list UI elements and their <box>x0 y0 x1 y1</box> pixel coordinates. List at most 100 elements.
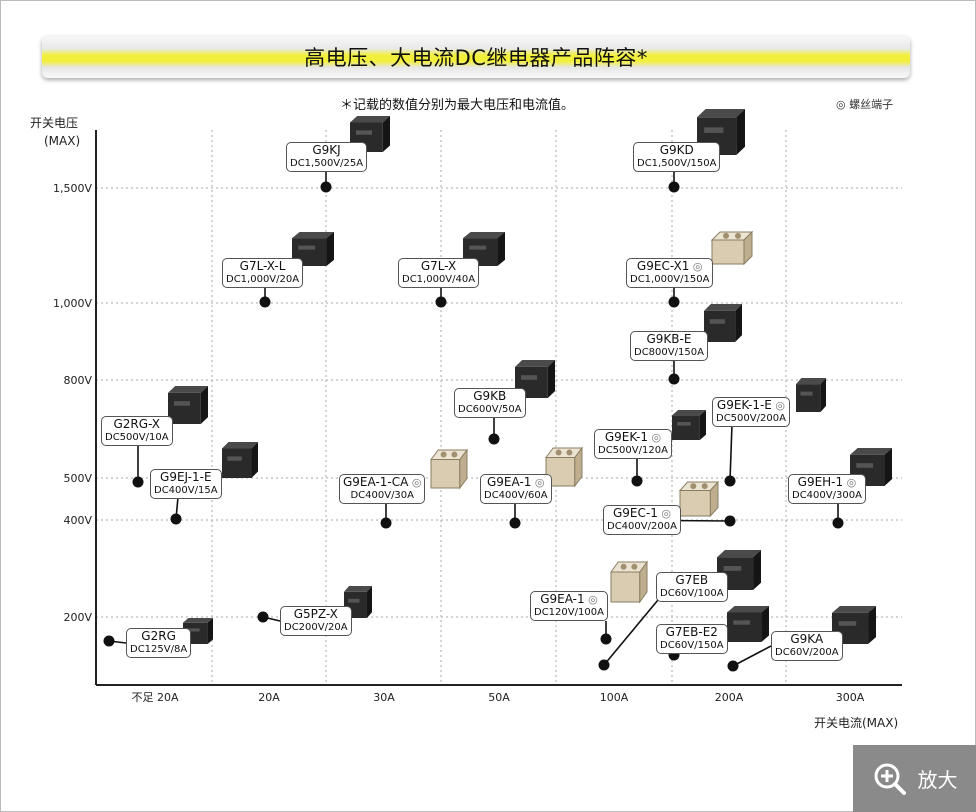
x-tick-label: 300A <box>836 691 865 704</box>
point-label: G9KA DC60V/200A <box>771 631 843 661</box>
data-point <box>598 659 610 671</box>
product-spec: DC1,000V/20A <box>226 274 300 285</box>
product-name: G9EA-1-CA ◎ <box>343 475 422 490</box>
point-label: G9KB-E DC800V/150A <box>630 331 708 361</box>
y-tick-label: 200V <box>63 611 92 624</box>
relay-image <box>796 378 826 412</box>
y-tick-label: 800V <box>63 374 92 387</box>
y-tick-label: 500V <box>63 472 92 485</box>
point-label: G7L-X DC1,000V/40A <box>398 258 480 288</box>
point-label: G5PZ-X DC200V/20A <box>280 606 352 636</box>
product-spec: DC500V/10A <box>105 432 169 443</box>
point-label: G9EA-1 ◎ DC400V/60A <box>480 474 552 504</box>
product-name: G9EH-1 ◎ <box>797 475 857 490</box>
data-point <box>724 515 736 527</box>
product-spec: DC400V/300A <box>792 490 862 501</box>
point-label: G9KB DC600V/50A <box>454 388 526 418</box>
product-name: G9EK-1-E ◎ <box>716 398 786 413</box>
screw-terminal-icon: ◎ <box>584 593 598 606</box>
data-point <box>103 635 115 647</box>
data-point <box>170 513 182 525</box>
relay-image <box>544 446 584 488</box>
product-name: G9KB <box>473 389 507 403</box>
product-spec: DC500V/200A <box>716 413 786 424</box>
product-name: G9EA-1 ◎ <box>540 592 598 607</box>
product-name: G9EC-X1 ◎ <box>636 259 703 274</box>
product-name: G9EA-1 ◎ <box>487 475 545 490</box>
point-label: G9EH-1 ◎ DC400V/300A <box>788 474 866 504</box>
screw-terminal-icon: ◎ <box>531 476 545 489</box>
product-name: G9KA <box>790 632 824 646</box>
product-name: G7EB-E2 <box>665 625 718 639</box>
point-label: G9KJ DC1,500V/25A <box>286 142 368 172</box>
y-axis-label: 开关电压 (MAX) <box>30 114 80 150</box>
product-spec: DC400V/200A <box>607 521 677 532</box>
product-spec: DC1,500V/150A <box>637 158 717 169</box>
point-label: G2RG DC125V/8A <box>126 628 192 658</box>
relay-image <box>222 442 258 478</box>
point-label: G9EA-1 ◎ DC120V/100A <box>530 591 608 621</box>
product-name: G5PZ-X <box>293 607 338 621</box>
point-label: G9EK-1-E ◎ DC500V/200A <box>712 397 790 427</box>
product-spec: DC1,500V/25A <box>290 158 364 169</box>
screw-terminal-icon: ◎ <box>647 431 662 444</box>
relay-image <box>168 386 208 424</box>
product-name: G7L-X <box>420 259 457 273</box>
relay-image <box>672 410 706 440</box>
point-label: G9EC-1 ◎ DC400V/200A <box>603 505 681 535</box>
point-label: G9EJ-1-E DC400V/15A <box>150 469 222 499</box>
leader-line <box>729 423 733 482</box>
product-spec: DC1,000V/150A <box>630 274 710 285</box>
data-point <box>832 517 844 529</box>
point-label: G7EB DC60V/100A <box>656 572 728 602</box>
relay-image <box>610 560 648 604</box>
data-point <box>488 433 500 445</box>
zoom-in-icon <box>874 763 906 795</box>
product-name: G9KJ <box>312 143 341 157</box>
relay-image <box>710 230 754 266</box>
data-point <box>668 296 680 308</box>
point-label: G9EK-1 ◎ DC500V/120A <box>594 429 672 459</box>
data-point <box>727 660 739 672</box>
point-label: G9EC-X1 ◎ DC1,000V/150A <box>626 258 714 288</box>
point-label: G2RG-X DC500V/10A <box>101 416 173 446</box>
point-label: G9EA-1-CA ◎ DC400V/30A <box>339 474 426 504</box>
screw-terminal-icon: ◎ <box>843 476 857 489</box>
screw-terminal-legend: ◎ 螺丝端子 <box>836 98 894 111</box>
product-name: G9EK-1 ◎ <box>604 430 662 445</box>
relay-image <box>727 606 769 642</box>
product-spec: DC1,000V/40A <box>402 274 476 285</box>
product-name: G7EB <box>675 573 709 587</box>
product-spec: DC200V/20A <box>284 622 348 633</box>
relay-image <box>429 448 469 490</box>
leader-line <box>603 599 659 666</box>
data-point <box>259 296 271 308</box>
zoom-button[interactable]: 放大 <box>853 745 976 812</box>
y-tick-label: 1,000V <box>53 297 92 310</box>
x-tick-label: 不足 20A <box>131 691 178 704</box>
data-point <box>600 633 612 645</box>
y-tick-label: 1,500V <box>53 182 92 195</box>
data-point <box>435 296 447 308</box>
y-axis-label-line2: (MAX) <box>44 134 81 148</box>
title-banner: 高电压、大电流DC继电器产品阵容* <box>42 36 910 78</box>
data-point <box>631 475 643 487</box>
data-point <box>668 181 680 193</box>
product-name: G9KB-E <box>646 332 692 346</box>
point-label: G7EB-E2 DC60V/150A <box>656 624 728 654</box>
product-name: G7L-X-L <box>239 259 286 273</box>
product-spec: DC60V/200A <box>775 647 839 658</box>
data-point <box>668 373 680 385</box>
chart-title: 高电压、大电流DC继电器产品阵容* <box>304 46 648 70</box>
relay-image <box>292 232 334 266</box>
product-spec: DC600V/50A <box>458 404 522 415</box>
data-point <box>724 475 736 487</box>
x-tick-label: 20A <box>258 691 280 704</box>
data-point <box>380 517 392 529</box>
screw-terminal-icon: ◎ <box>771 399 786 412</box>
relay-image <box>678 480 720 518</box>
screw-terminal-icon: ◎ <box>657 507 671 520</box>
footnote: ＊记载的数值分别为最大电压和电流值。 <box>340 98 575 113</box>
x-tick-label: 100A <box>600 691 629 704</box>
